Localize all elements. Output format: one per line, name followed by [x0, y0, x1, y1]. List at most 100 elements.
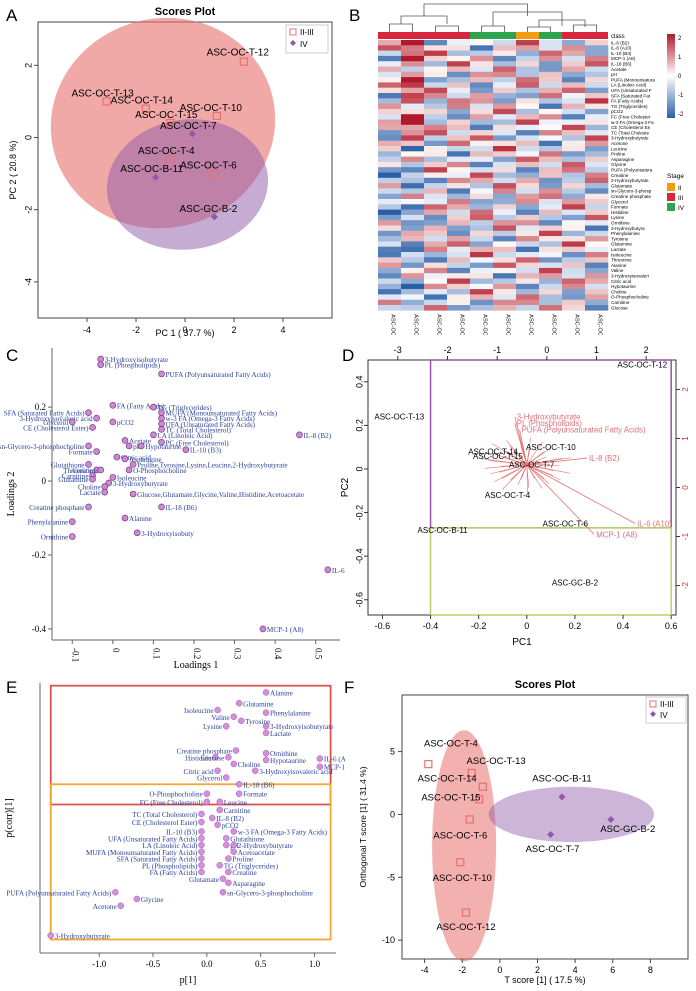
heatmap-cell	[493, 82, 517, 88]
heatmap-cell	[378, 177, 402, 184]
y-axis-label: PC 2 ( 20.8 %)	[8, 140, 18, 199]
s-plot-point	[222, 841, 230, 849]
heatmap-cell	[562, 289, 586, 295]
column-label: ASC-OC-T-12	[413, 314, 419, 335]
loading-label: O-Phosphocholine	[133, 467, 187, 475]
loading-label: sn-Glycero-3-phosphocholine	[0, 443, 85, 451]
s-plot-point	[222, 722, 230, 730]
stage-label: II	[678, 185, 682, 192]
heatmap-cell	[585, 45, 609, 51]
sample-label: ASC-OC-T-13	[374, 413, 424, 422]
heatmap-cell	[562, 114, 586, 120]
heatmap-cell	[378, 299, 402, 306]
heatmap-cell	[401, 278, 425, 285]
heatmap-cell	[585, 40, 609, 46]
loading-label: Choline	[78, 484, 101, 492]
heatmap-cell	[585, 146, 609, 152]
heatmap-cell	[447, 98, 471, 104]
sample-label: ASC-OC-T-7	[509, 461, 555, 470]
heatmap-cell	[493, 45, 517, 51]
loading-label: Phenylalanine	[28, 519, 69, 527]
loading-label: 3-Hydroxyisovaleric acid	[19, 415, 93, 423]
heatmap-cell	[585, 241, 609, 247]
top-tick-label: 2	[644, 345, 649, 355]
loading-arrow	[526, 464, 549, 484]
row-label: 3-Hydroxyisovaleri	[611, 274, 649, 279]
heatmap-cell	[585, 199, 609, 205]
heatmap-cell	[493, 204, 517, 210]
row-label: Lysine	[611, 215, 625, 220]
heatmap-cell	[493, 283, 517, 290]
heatmap-cell	[378, 220, 402, 226]
heatmap-cell	[447, 273, 471, 279]
heatmap-cell	[539, 225, 563, 232]
heatmap-cell	[378, 294, 402, 300]
heatmap-cell	[516, 167, 540, 173]
heatmap-cell	[470, 225, 494, 232]
heatmap-cell	[378, 71, 402, 78]
heatmap-cell	[401, 241, 425, 247]
heatmap-cell	[562, 103, 586, 110]
heatmap-cell	[401, 188, 425, 194]
row-label: Creatine	[611, 173, 629, 178]
panel-label-f: F	[344, 678, 355, 697]
heatmap-cell	[562, 299, 586, 306]
heatmap-cell	[470, 214, 494, 221]
heatmap-cell	[516, 230, 540, 237]
loading-label: PL (Phospholipids)	[105, 362, 161, 370]
s-plot-point	[133, 895, 141, 903]
x-tick-label: 0	[524, 621, 529, 631]
heatmap-cell	[539, 294, 563, 300]
heatmap-cell	[516, 278, 540, 285]
y-tick-label: 0	[354, 466, 364, 471]
heatmap-cell	[493, 214, 517, 221]
x-tick-label: -4	[421, 965, 429, 975]
heatmap-cell	[424, 188, 448, 194]
heatmap-cell	[378, 246, 402, 253]
s-plot-label: MUFA (Monounsaturated Fatty Acids)	[86, 849, 198, 857]
s-plot-label: Valine	[211, 714, 229, 722]
s-plot-point	[232, 747, 240, 754]
s-plot-label: O-Phosphocholine	[149, 791, 203, 799]
heatmap-cell	[401, 257, 425, 263]
heatmap-cell	[516, 246, 540, 253]
top-tick-label: 0	[544, 345, 549, 355]
point-label: ASC-OC-T-6	[433, 830, 487, 841]
row-label: Hypotaurine	[611, 284, 636, 289]
s-plot-label: Asparagine	[232, 880, 265, 888]
loading-label: Isoleucine	[117, 474, 147, 482]
column-label: ASC-OC-T-10	[390, 314, 396, 335]
stage-label: IV	[678, 205, 685, 212]
x-tick-label: 6	[610, 965, 615, 975]
heatmap-cell	[424, 71, 448, 78]
row-label: Phenylalanine	[611, 231, 640, 236]
y-tick-label: -0.6	[354, 592, 364, 608]
heatmap-cell	[447, 124, 471, 131]
s-plot-label: Acetoacetate	[238, 849, 275, 857]
legend-marker-ii-iii	[289, 28, 297, 36]
loading-label: w-3 FA (Omega-3 Fatty Acids)	[166, 415, 256, 423]
s-plot-point	[198, 848, 205, 855]
x-tick-label: 0.2	[192, 648, 202, 659]
heatmap-cell	[401, 283, 425, 290]
point-label: ASC-OC-T-4	[138, 146, 195, 157]
heatmap-cell	[516, 71, 540, 78]
heatmap-cell	[493, 93, 517, 99]
heatmap-cell	[539, 199, 563, 205]
point-iv	[607, 815, 615, 823]
loading-label: Creatine	[72, 467, 96, 475]
loading-label: Glucose,Glutamate,Glycine,Valine,Histidi…	[137, 491, 304, 499]
s-plot-label: pCO2	[222, 822, 240, 830]
panel-label-d: D	[342, 346, 355, 365]
arrow-label: IL-8 (B2)	[589, 454, 620, 463]
s-plot-point	[198, 841, 205, 849]
heatmap-cell	[447, 257, 471, 263]
dendrogram-branch	[389, 23, 413, 32]
s-plot-label: CE (Cholesterol Ester)	[132, 819, 198, 827]
point-label: ASC-OC-T-12	[436, 922, 495, 933]
s-plot-point	[225, 879, 232, 887]
heatmap-cell	[562, 278, 586, 285]
s-plot-label: IL-10 (B3)	[166, 829, 198, 837]
point-ii-iii	[467, 768, 476, 778]
loading-point	[324, 566, 332, 574]
